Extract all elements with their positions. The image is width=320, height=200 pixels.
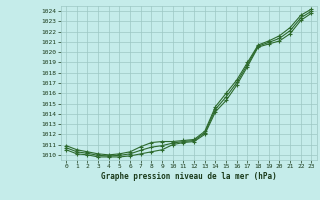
X-axis label: Graphe pression niveau de la mer (hPa): Graphe pression niveau de la mer (hPa) [101,172,277,181]
